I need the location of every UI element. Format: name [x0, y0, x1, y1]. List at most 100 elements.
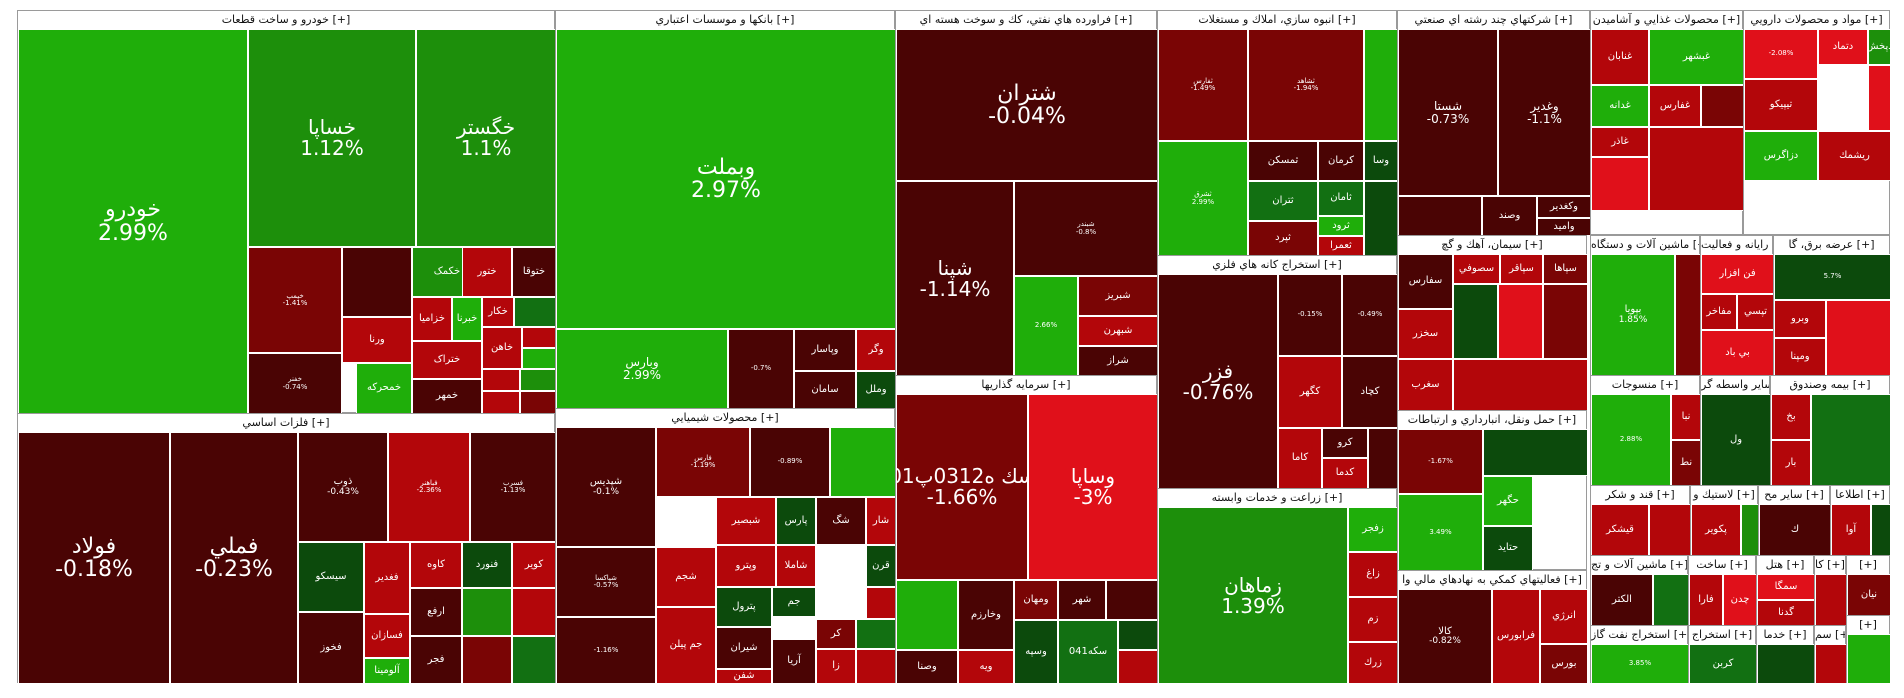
stock-tile[interactable]: شار	[866, 497, 896, 545]
stock-tile[interactable]	[1701, 85, 1744, 127]
stock-tile[interactable]	[1368, 428, 1398, 489]
stock-tile[interactable]: خساپا 1.12%	[248, 29, 416, 247]
stock-tile[interactable]: خفنر -0.74%	[248, 353, 342, 414]
sector-header[interactable]: سم [+]	[1815, 626, 1845, 645]
stock-tile[interactable]: غنابان	[1591, 29, 1649, 85]
stock-tile[interactable]: خکار	[482, 297, 514, 327]
sector-header[interactable]: بيمه وصندوق [+]	[1771, 376, 1889, 395]
stock-tile[interactable]: شپديس -0.1%	[556, 427, 656, 547]
stock-tile[interactable]: بي باد	[1701, 330, 1774, 376]
stock-tile[interactable]: حگهر	[1483, 476, 1533, 526]
stock-tile[interactable]: زرك	[1348, 642, 1398, 684]
stock-tile[interactable]: خبرنا	[452, 297, 482, 341]
stock-tile[interactable]	[514, 297, 556, 327]
sector-header[interactable]: محصولات شيميايي [+]	[556, 409, 894, 428]
stock-tile[interactable]: سخزر	[1398, 309, 1453, 359]
stock-tile[interactable]: پترول	[716, 587, 772, 627]
stock-tile[interactable]: فجر	[410, 636, 462, 684]
stock-tile[interactable]	[1543, 284, 1588, 359]
stock-tile[interactable]	[1106, 580, 1158, 620]
stock-tile[interactable]	[342, 247, 412, 317]
stock-tile[interactable]	[1118, 650, 1158, 684]
stock-tile[interactable]	[462, 588, 512, 636]
stock-tile[interactable]: 3.49%	[1398, 494, 1483, 571]
sector-header[interactable]: فعاليتهاي كمكي به نهادهاي مالي وا [+]	[1398, 571, 1586, 590]
stock-tile[interactable]: آريا	[772, 639, 816, 684]
stock-tile[interactable]: وسپه	[1014, 620, 1058, 684]
stock-tile[interactable]: وبارس 2.99%	[556, 329, 728, 409]
stock-tile[interactable]: آوا	[1831, 504, 1871, 556]
stock-tile[interactable]: وپاسار	[794, 329, 856, 371]
stock-tile[interactable]: پكوير	[1691, 504, 1741, 556]
stock-tile[interactable]: فملي -0.23%	[170, 432, 298, 684]
stock-tile[interactable]: زم	[1348, 597, 1398, 642]
stock-tile[interactable]: ثرود	[1318, 216, 1364, 236]
stock-tile[interactable]: زاغ	[1348, 552, 1398, 597]
sector-header[interactable]: ماشين آلات و تج [+]	[1591, 556, 1687, 575]
stock-tile[interactable]	[520, 369, 556, 391]
sector-header[interactable]: مواد و محصولات دارويي [+]	[1744, 11, 1889, 30]
stock-tile[interactable]: ثعمرا	[1318, 236, 1364, 256]
stock-tile[interactable]: -0.49%	[1342, 274, 1398, 356]
stock-tile[interactable]: گدنا	[1757, 600, 1815, 626]
stock-tile[interactable]: ريشمك	[1818, 131, 1891, 181]
stock-tile[interactable]: شيران	[716, 627, 772, 669]
stock-tile[interactable]: ارفع	[410, 588, 462, 636]
stock-tile[interactable]: ومهان	[1014, 580, 1058, 620]
stock-tile[interactable]: سغرب	[1398, 359, 1453, 411]
stock-tile[interactable]: شبريز	[1078, 276, 1158, 316]
stock-tile[interactable]	[462, 636, 512, 684]
stock-tile[interactable]: فسرب -1.13%	[470, 432, 556, 542]
stock-tile[interactable]: بخ	[1771, 394, 1811, 440]
sector-header[interactable]: فلزات اساسي [+]	[18, 414, 554, 433]
stock-tile[interactable]: -2.08%	[1744, 29, 1818, 79]
sector-header[interactable]: عرضه برق، گا [+]	[1774, 236, 1889, 255]
stock-tile[interactable]: کاوه	[410, 542, 462, 588]
stock-tile[interactable]: سپاها	[1543, 254, 1588, 284]
stock-tile[interactable]: دزاگرس	[1744, 131, 1818, 181]
stock-tile[interactable]: فولاد -0.18%	[18, 432, 170, 684]
sector-header[interactable]: استخراج نفت گاز [+]	[1591, 626, 1687, 645]
stock-tile[interactable]: شپاكسا -0.57%	[556, 547, 656, 617]
stock-tile[interactable]: فسازان	[364, 614, 410, 658]
stock-tile[interactable]: تپسي	[1737, 294, 1774, 330]
stock-tile[interactable]	[1364, 181, 1398, 256]
stock-tile[interactable]: كربن	[1689, 644, 1757, 684]
stock-tile[interactable]: ثتران	[1248, 181, 1318, 221]
stock-tile[interactable]: دتماد	[1818, 29, 1868, 65]
stock-tile[interactable]: وبملت 2.97%	[556, 29, 896, 329]
stock-tile[interactable]	[1847, 634, 1891, 684]
stock-tile[interactable]: كگهر	[1278, 356, 1342, 428]
stock-tile[interactable]	[1483, 429, 1588, 476]
stock-tile[interactable]: كرو	[1322, 428, 1368, 458]
stock-tile[interactable]: ختوقا	[512, 247, 556, 297]
stock-tile[interactable]	[1498, 284, 1543, 359]
stock-tile[interactable]	[1868, 65, 1891, 131]
sector-header[interactable]: اطلاعا [+]	[1831, 486, 1889, 505]
sector-header[interactable]: ساخت [+]	[1689, 556, 1755, 575]
stock-tile[interactable]: ومپنا	[1774, 338, 1826, 376]
stock-tile[interactable]	[830, 427, 896, 497]
stock-tile[interactable]: -1.16%	[556, 617, 656, 684]
stock-tile[interactable]	[1364, 29, 1398, 141]
stock-tile[interactable]: سصوفي	[1453, 254, 1500, 284]
stock-tile[interactable]	[856, 619, 896, 649]
stock-tile[interactable]: سپاقر	[1500, 254, 1543, 284]
sector-header[interactable]: بانكها و موسسات اعتباري [+]	[556, 11, 894, 30]
stock-tile[interactable]: ثشاهد -1.94%	[1248, 29, 1364, 141]
stock-tile[interactable]	[1815, 644, 1847, 684]
stock-tile[interactable]: وكغدير	[1537, 196, 1591, 218]
stock-tile[interactable]: وملل	[856, 371, 896, 409]
stock-tile[interactable]: -0.15%	[1278, 274, 1342, 356]
sector-header[interactable]: حمل ونقل، انبارداري و ارتباطات [+]	[1398, 411, 1586, 430]
stock-tile[interactable]: -0.89%	[750, 427, 830, 497]
stock-tile[interactable]: سيسكو	[298, 542, 364, 612]
stock-tile[interactable]: جم	[772, 587, 816, 617]
stock-tile[interactable]: خمحرکه	[356, 363, 412, 414]
stock-tile[interactable]: مفاخر	[1701, 294, 1737, 330]
stock-tile[interactable]: خمهر	[412, 379, 482, 414]
stock-tile[interactable]: -0.7%	[728, 329, 794, 409]
stock-tile[interactable]	[482, 369, 520, 391]
stock-tile[interactable]	[1871, 504, 1891, 556]
